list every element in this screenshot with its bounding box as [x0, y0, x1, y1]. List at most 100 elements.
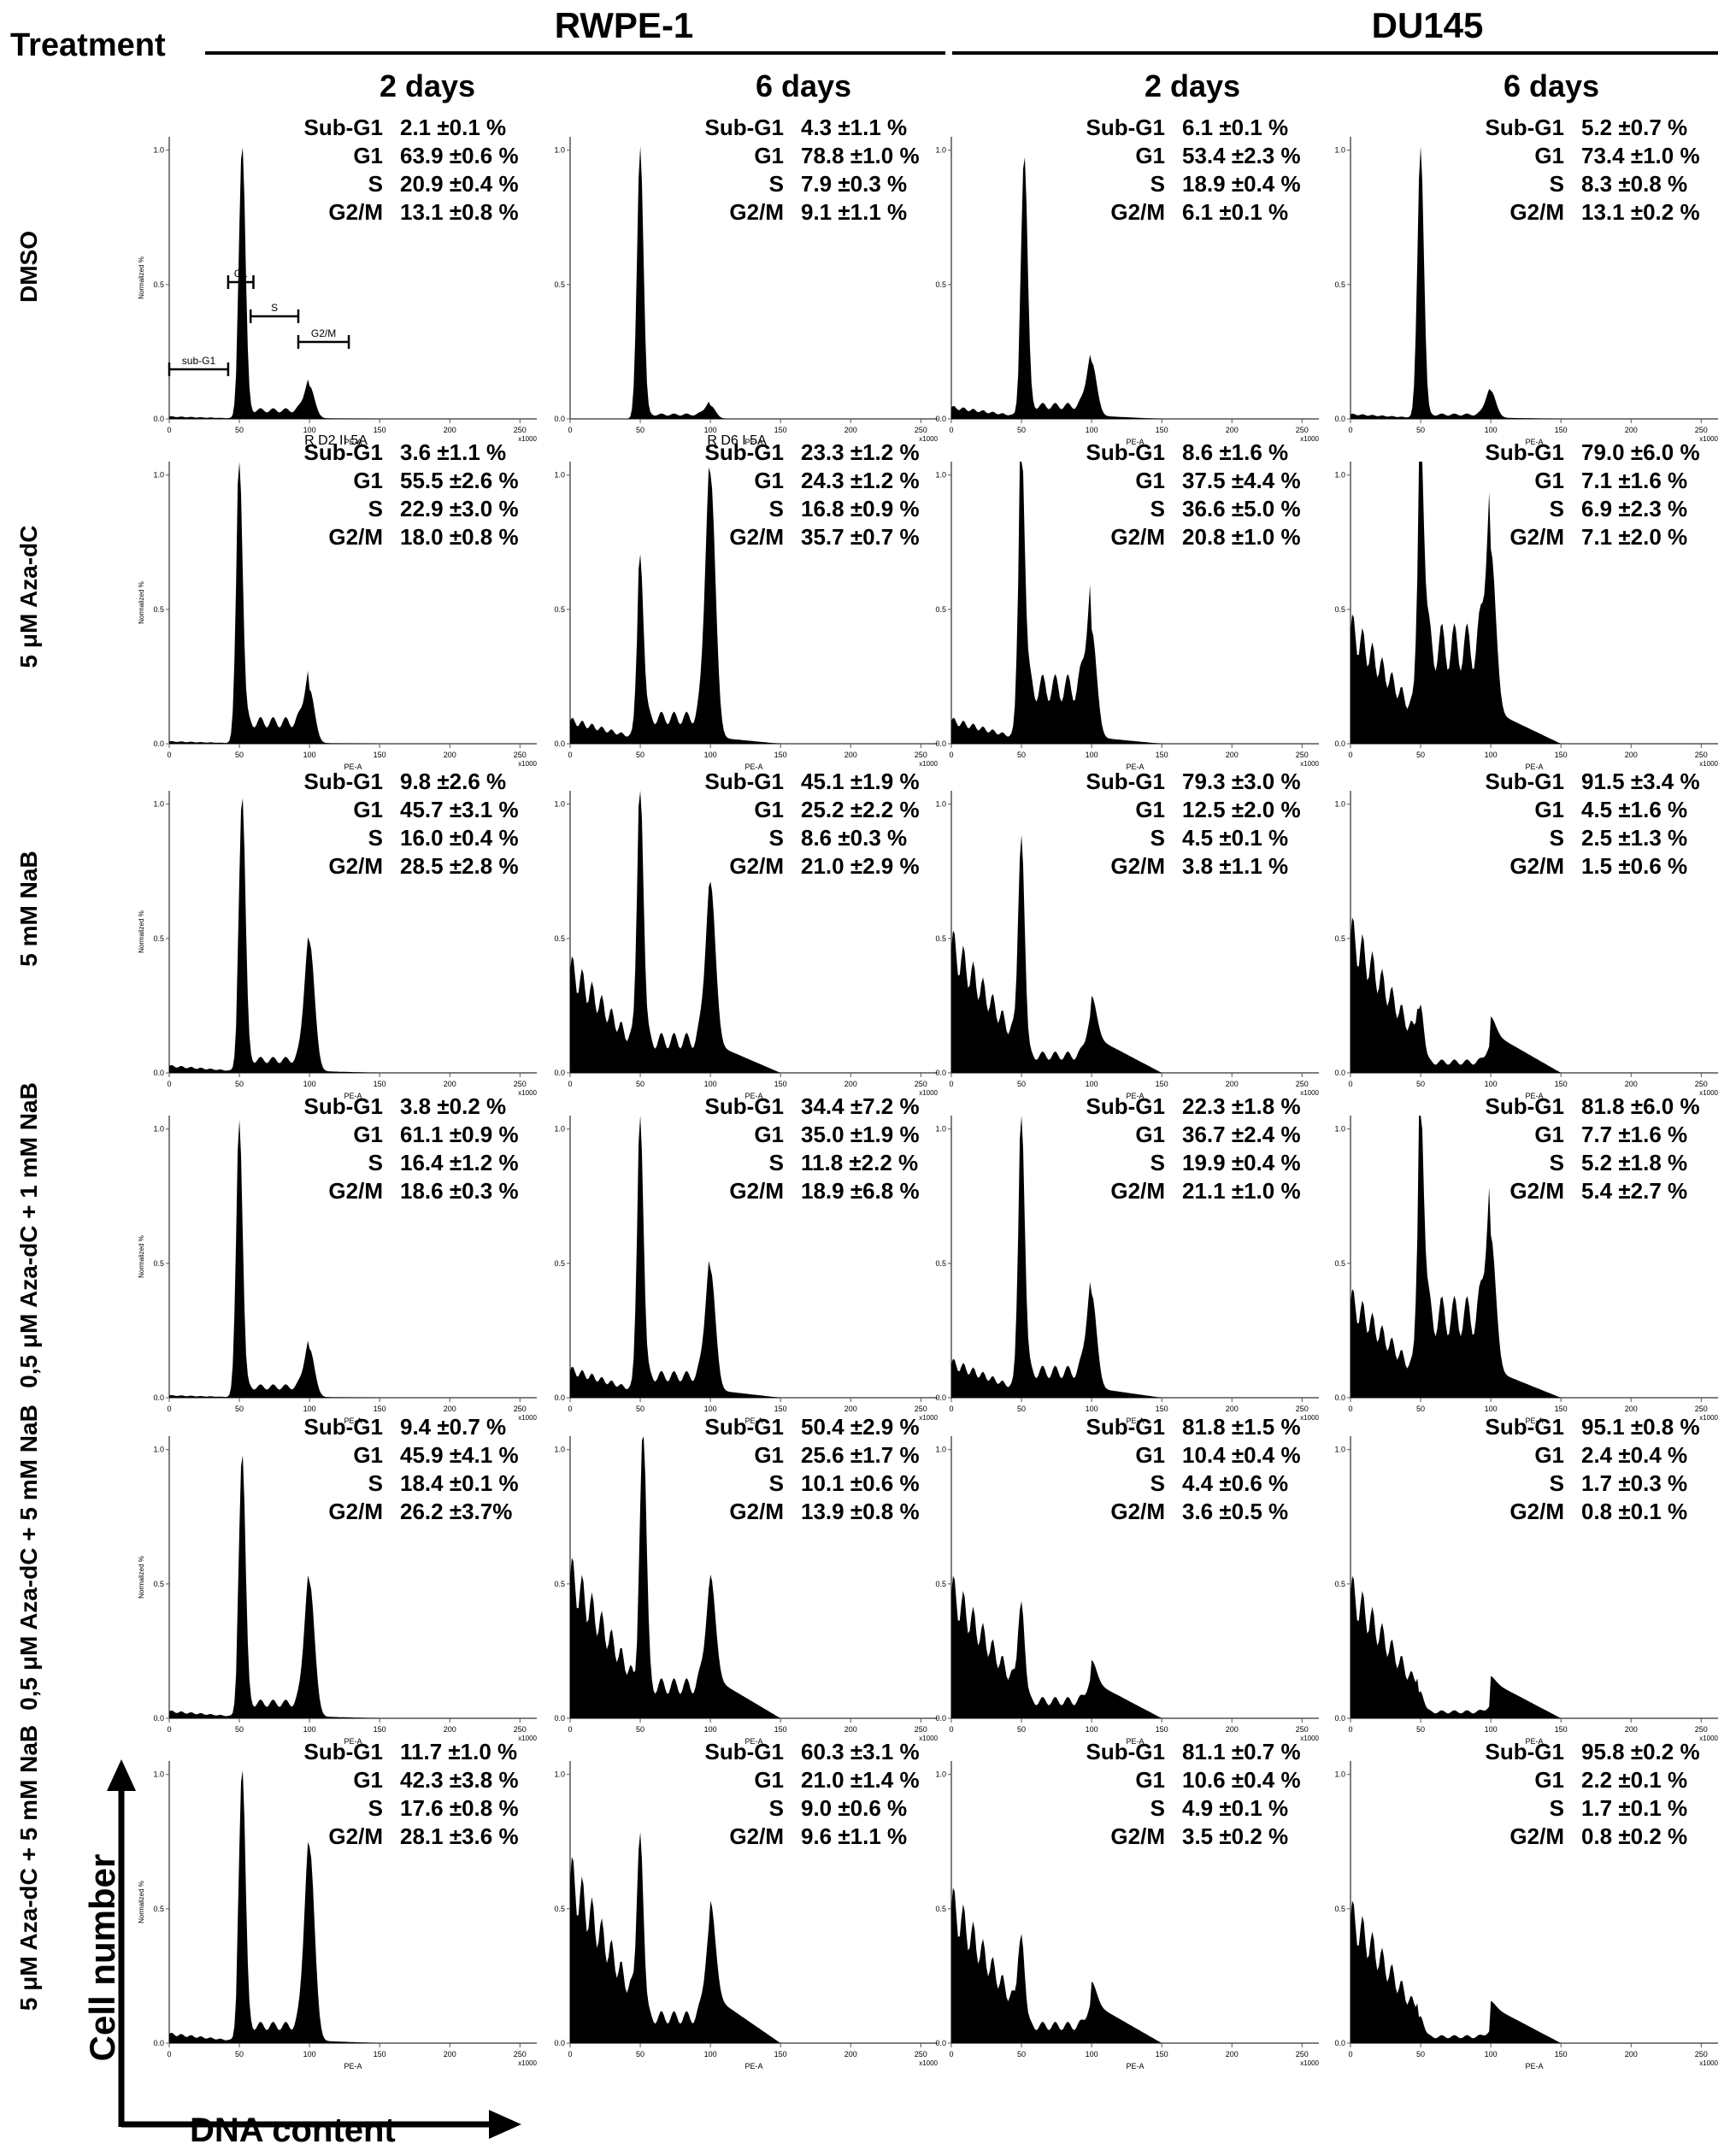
- phase-label: G2/M: [1509, 1823, 1564, 1849]
- y-tick-label: 1.0: [554, 471, 565, 480]
- x-tick-label: 250: [1296, 1080, 1309, 1088]
- phase-value: 25.6 ±1.7 %: [801, 1442, 920, 1468]
- y-tick-label: 0.5: [554, 1905, 565, 1913]
- x-tick-label: 0: [949, 1405, 953, 1413]
- histogram-panel: 0 50 100 150 200 250x1000PE-A0.00.51.0Normali…: [138, 1414, 538, 1746]
- x-tick-label: 250: [514, 751, 527, 759]
- y-tick-label: 0.0: [1334, 1714, 1345, 1723]
- x-tick-label: 150: [374, 2050, 386, 2059]
- x-tick-label: 250: [915, 1725, 927, 1734]
- x-tick-label: 250: [1695, 2050, 1708, 2059]
- x-tick-label: 150: [1156, 2050, 1168, 2059]
- x-tick-label: 100: [1485, 2050, 1498, 2059]
- phase-label: S: [368, 1795, 383, 1821]
- x-multiplier-label: x1000: [919, 1414, 938, 1422]
- phase-value: 11.8 ±2.2 %: [801, 1150, 918, 1175]
- phase-value: 24.3 ±1.2 %: [801, 468, 920, 493]
- phase-label: G2/M: [1509, 853, 1564, 879]
- phase-label: S: [1550, 496, 1564, 521]
- x-tick-label: 50: [1416, 1725, 1425, 1734]
- y-tick-label: 1.0: [935, 471, 946, 480]
- y-tick-label: 0.5: [153, 1259, 164, 1268]
- x-tick-label: 100: [1086, 1080, 1098, 1088]
- x-tick-label: 200: [844, 1405, 857, 1413]
- histogram-area: [570, 791, 938, 1073]
- phase-value: 34.4 ±7.2 %: [801, 1093, 920, 1119]
- x-tick-label: 100: [1485, 1080, 1498, 1088]
- x-tick-label: 100: [1485, 751, 1498, 759]
- phase-label: S: [1550, 171, 1564, 197]
- histogram-panel: 0 50 100 150 200 250x1000PE-A0.00.51.0Normali…: [138, 1739, 538, 2070]
- phase-value: 17.6 ±0.8 %: [400, 1795, 519, 1821]
- phase-value: 45.1 ±1.9 %: [801, 769, 920, 794]
- phase-value: 13.9 ±0.8 %: [801, 1499, 920, 1524]
- histogram-panel: 0 50 100 150 200 250x1000PE-A0.00.51.0Normali…: [138, 769, 538, 1100]
- y-tick-label: 0.5: [153, 280, 164, 289]
- gate-label: G1: [234, 268, 248, 280]
- x-tick-label: 0: [949, 1080, 953, 1088]
- phase-label: S: [769, 1795, 784, 1821]
- x-multiplier-label: x1000: [919, 435, 938, 443]
- phase-value: 42.3 ±3.8 %: [400, 1767, 519, 1793]
- histogram-area: [951, 1576, 1319, 1718]
- phase-label: G1: [353, 143, 383, 168]
- y-tick-label: 1.0: [554, 146, 565, 155]
- phase-value: 45.7 ±3.1 %: [400, 797, 519, 822]
- x-tick-label: 200: [1625, 426, 1638, 434]
- x-tick-label: 0: [167, 1405, 171, 1413]
- x-tick-label: 150: [1156, 1405, 1168, 1413]
- phase-label: Sub-G1: [1086, 1093, 1165, 1119]
- y-tick-label: 1.0: [554, 1446, 565, 1454]
- phase-value: 81.8 ±6.0 %: [1581, 1093, 1700, 1119]
- phase-value: 4.5 ±1.6 %: [1581, 797, 1687, 822]
- time-title-du145-2days: 2 days: [1144, 68, 1241, 103]
- y-tick-label: 0.0: [1334, 1069, 1345, 1077]
- x-axis-label: PE-A: [344, 1092, 362, 1100]
- x-axis-label: PE-A: [344, 438, 362, 446]
- x-tick-label: 250: [915, 426, 927, 434]
- cell-number-axis-title: Cell number: [82, 1853, 122, 2062]
- phase-value: 7.1 ±2.0 %: [1581, 524, 1687, 550]
- y-tick-label: 0.0: [554, 1393, 565, 1402]
- histogram-panel: 0 50 100 150 200 250x1000PE-A0.00.51.0Normali…: [138, 115, 538, 448]
- x-axis-label: PE-A: [1525, 438, 1543, 446]
- y-axis-label: Normalized %: [138, 581, 145, 624]
- phase-label: Sub-G1: [705, 1739, 784, 1764]
- phase-label: S: [769, 171, 784, 197]
- histogram-area: [951, 157, 1319, 419]
- time-title-du145-6days: 6 days: [1503, 68, 1600, 103]
- phase-value: 1.7 ±0.3 %: [1581, 1470, 1687, 1496]
- x-tick-label: 100: [303, 1080, 316, 1088]
- x-tick-label: 250: [915, 1405, 927, 1413]
- x-tick-label: 250: [514, 1405, 527, 1413]
- y-tick-label: 1.0: [935, 1446, 946, 1454]
- y-tick-label: 0.5: [1334, 1259, 1345, 1268]
- x-tick-label: 150: [774, 1725, 787, 1734]
- x-axis-label: PE-A: [744, 1092, 762, 1100]
- y-tick-label: 0.0: [153, 1393, 164, 1402]
- x-tick-label: 50: [1017, 2050, 1026, 2059]
- phase-value: 22.9 ±3.0 %: [400, 496, 519, 521]
- x-tick-label: 0: [568, 751, 572, 759]
- histogram-area: [169, 462, 537, 744]
- phase-label: G1: [754, 1767, 784, 1793]
- x-tick-label: 150: [1555, 1405, 1568, 1413]
- phase-value: 21.1 ±1.0 %: [1182, 1178, 1301, 1204]
- y-tick-label: 0.0: [935, 1714, 946, 1723]
- x-tick-label: 50: [235, 1405, 244, 1413]
- group-rule-rwpe1: [205, 51, 945, 55]
- x-tick-label: 50: [1017, 1405, 1026, 1413]
- phase-label: G1: [1135, 1442, 1165, 1468]
- phase-value: 3.8 ±1.1 %: [1182, 853, 1288, 879]
- x-tick-label: 50: [1017, 426, 1026, 434]
- x-tick-label: 0: [167, 1725, 171, 1734]
- x-multiplier-label: x1000: [1300, 435, 1319, 443]
- phase-value: 18.0 ±0.8 %: [400, 524, 519, 550]
- x-tick-label: 200: [1625, 1405, 1638, 1413]
- y-tick-label: 0.5: [935, 605, 946, 614]
